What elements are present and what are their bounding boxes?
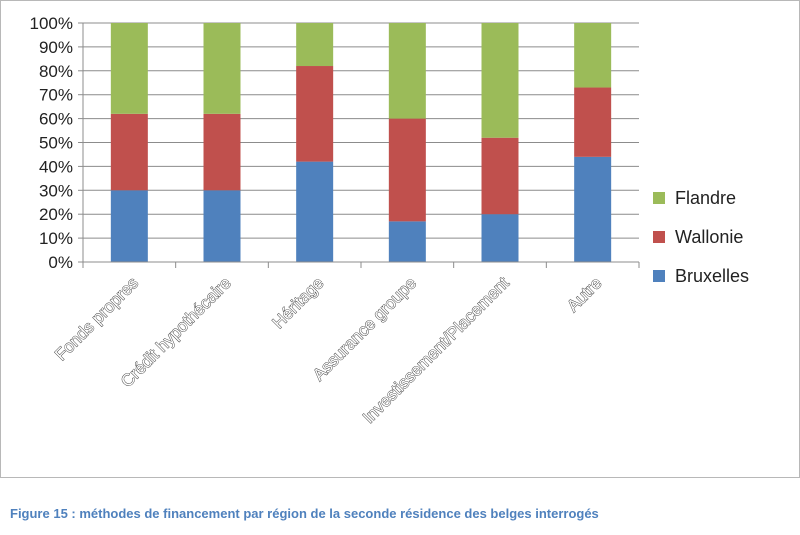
x-tick-label: Autre — [563, 273, 605, 315]
bar-flandre-3 — [296, 23, 334, 67]
legend-label-wallonie: Wallonie — [675, 227, 743, 247]
legend-label-flandre: Flandre — [675, 188, 736, 208]
bar-bruxelles-1 — [110, 190, 148, 262]
bar-bruxelles-4 — [388, 221, 426, 262]
bar-bruxelles-3 — [296, 161, 334, 262]
bar-wallonie-1 — [110, 113, 148, 191]
bar-bruxelles-2 — [203, 190, 241, 262]
y-tick-labels: 0% 10% 20% 30% 40% 50% 60% 70% 80% 90% 100% — [30, 14, 73, 272]
bar-wallonie-5 — [481, 137, 519, 215]
y-tick-label: 0% — [48, 253, 73, 272]
legend-swatch-flandre — [653, 192, 665, 204]
chart-frame: 0% 10% 20% 30% 40% 50% 60% 70% 80% 90% 100% Fonds … — [0, 0, 800, 478]
legend-swatch-bruxelles — [653, 270, 665, 282]
axis-layer — [78, 22, 640, 268]
legend-swatch-wallonie — [653, 231, 665, 243]
y-tick-label: 100% — [30, 14, 73, 33]
y-tick-label: 90% — [39, 38, 73, 57]
y-tick-label: 80% — [39, 62, 73, 81]
bar-flandre-4 — [388, 23, 426, 119]
bar-wallonie-3 — [296, 66, 334, 162]
x-tick-label: Fonds propres — [51, 273, 142, 364]
bar-wallonie-2 — [203, 113, 241, 191]
x-tick-label: Assurance groupe — [309, 273, 420, 384]
figure-caption: Figure 15 : méthodes de financement par … — [10, 506, 599, 521]
legend-label-bruxelles: Bruxelles — [675, 266, 749, 286]
y-tick-label: 10% — [39, 229, 73, 248]
bars-layer — [110, 23, 612, 262]
y-tick-label: 40% — [39, 157, 73, 176]
y-tick-label: 60% — [39, 110, 73, 129]
bar-bruxelles-5 — [481, 214, 519, 262]
y-tick-label: 30% — [39, 181, 73, 200]
grid-layer — [83, 22, 639, 263]
bar-flandre-2 — [203, 23, 241, 114]
y-tick-label: 70% — [39, 86, 73, 105]
bar-wallonie-6 — [574, 87, 612, 157]
bar-flandre-6 — [574, 23, 612, 88]
legend: Flandre Wallonie Bruxelles — [653, 188, 749, 286]
bar-flandre-5 — [481, 23, 519, 138]
bar-bruxelles-6 — [574, 156, 612, 262]
x-tick-label: Investissement/Placement — [359, 273, 513, 427]
y-tick-label: 50% — [39, 134, 73, 153]
y-tick-label: 20% — [39, 205, 73, 224]
bar-flandre-1 — [110, 23, 148, 114]
stacked-bar-chart: 0% 10% 20% 30% 40% 50% 60% 70% 80% 90% 100% Fonds … — [30, 14, 750, 428]
x-tick-label: Héritage — [269, 273, 328, 332]
bar-wallonie-4 — [388, 118, 426, 222]
